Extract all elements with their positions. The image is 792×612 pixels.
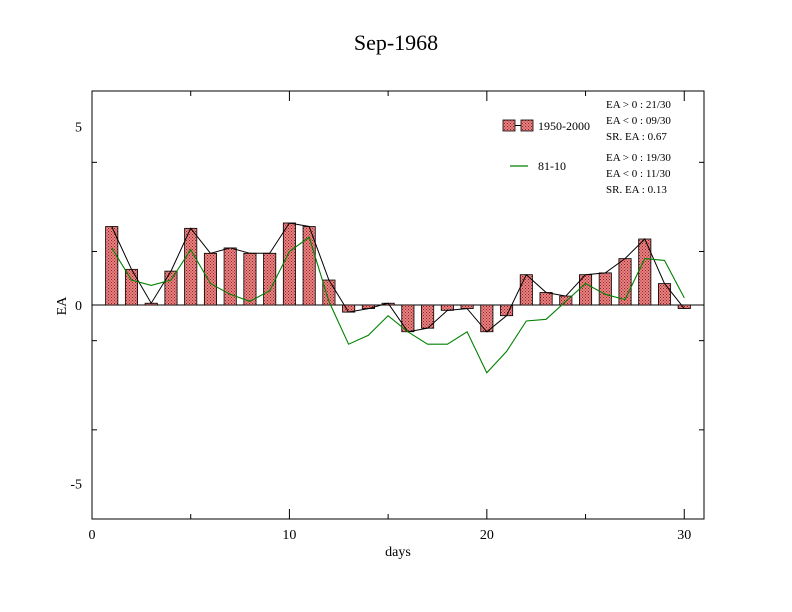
- x-tick-label: 10: [282, 528, 296, 543]
- stats-81-10-negative: EA < 0 : 11/30: [606, 168, 671, 180]
- legend-label-1950-2000: 1950-2000: [538, 119, 590, 133]
- stats-1950-2000-positive: EA > 0 : 21/30: [606, 99, 671, 111]
- y-tick-label: 0: [75, 299, 82, 314]
- plot-area: -5 0 5 0 10 20 30: [70, 91, 704, 543]
- stats-81-10-sr: SR. EA : 0.13: [606, 184, 667, 196]
- y-tick-label: 5: [75, 121, 82, 136]
- bar: [361, 304, 375, 309]
- stats-1950-2000-sr: SR. EA : 0.67: [606, 131, 667, 143]
- bar: [657, 283, 672, 306]
- bar: [460, 304, 474, 309]
- bar: [184, 227, 198, 306]
- y-tick-label: -5: [70, 477, 82, 492]
- legend-swatch-left: [502, 119, 516, 132]
- y-axis-label: EA: [55, 296, 70, 316]
- legend-label-81-10: 81-10: [538, 159, 566, 173]
- bar: [164, 270, 178, 306]
- bar: [598, 272, 612, 306]
- bar: [243, 252, 257, 306]
- bar: [203, 252, 217, 306]
- bar: [263, 252, 277, 306]
- stats-1950-2000-negative: EA < 0 : 09/30: [606, 115, 671, 127]
- legend: 1950-2000 81-10 EA > 0 : 21/30 EA < 0 : …: [502, 99, 671, 196]
- x-tick-label: 30: [677, 528, 691, 543]
- chart-title: Sep-1968: [354, 30, 438, 55]
- plot-frame: [91, 90, 705, 520]
- series-line-81-10: [111, 236, 685, 374]
- legend-swatch-right: [520, 119, 534, 132]
- bar-series-line: [111, 222, 685, 333]
- bar: [223, 247, 237, 306]
- stats-81-10-positive: EA > 0 : 19/30: [606, 152, 671, 164]
- bar: [105, 226, 119, 306]
- bar: [282, 222, 296, 306]
- x-tick-label: 0: [89, 528, 96, 543]
- x-axis-label: days: [385, 545, 411, 560]
- x-tick-label: 20: [480, 528, 494, 543]
- bar: [124, 268, 139, 306]
- bar: [539, 292, 553, 306]
